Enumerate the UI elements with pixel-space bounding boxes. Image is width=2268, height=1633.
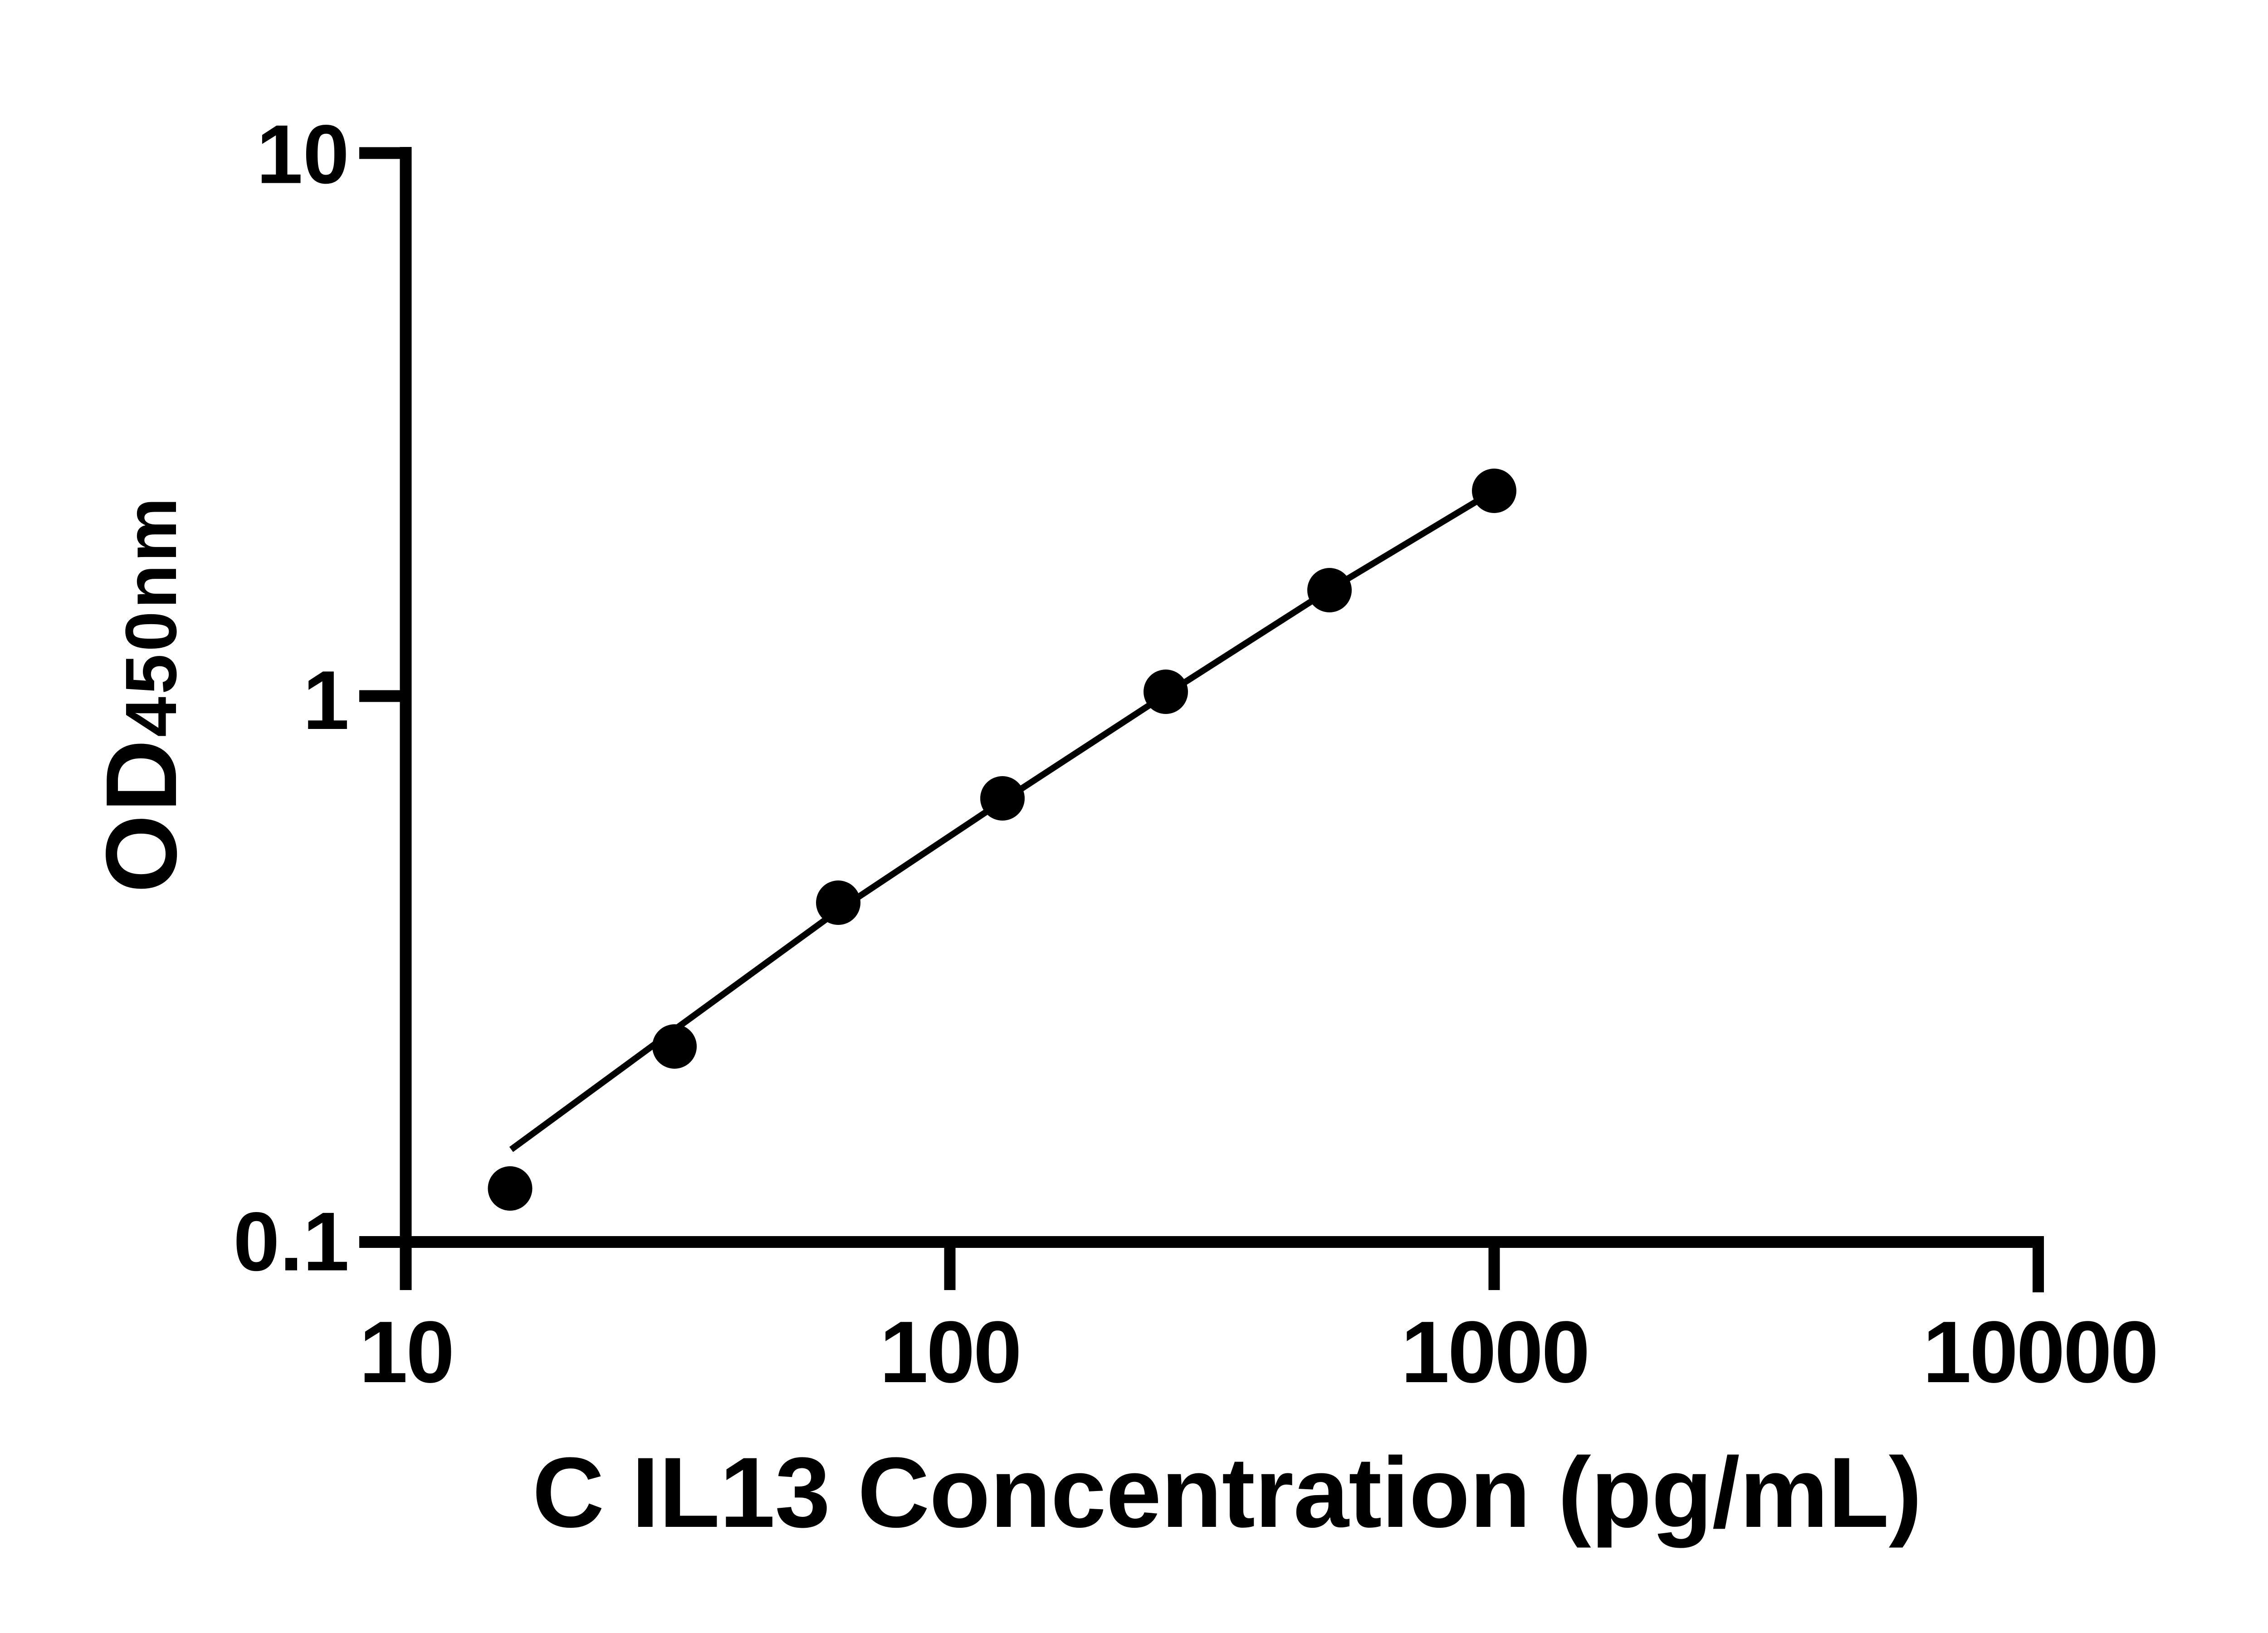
svg-text:0.1: 0.1: [233, 1195, 349, 1288]
svg-text:C IL13 Concentration (pg/mL): C IL13 Concentration (pg/mL): [532, 1437, 1921, 1548]
svg-text:1000: 1000: [1401, 1303, 1588, 1401]
svg-text:10: 10: [359, 1303, 453, 1401]
svg-text:1: 1: [303, 653, 349, 747]
svg-text:100: 100: [880, 1303, 1020, 1401]
svg-text:10: 10: [256, 108, 349, 201]
svg-text:10000: 10000: [1923, 1303, 2157, 1401]
svg-text:OD450nm: OD450nm: [85, 495, 198, 893]
